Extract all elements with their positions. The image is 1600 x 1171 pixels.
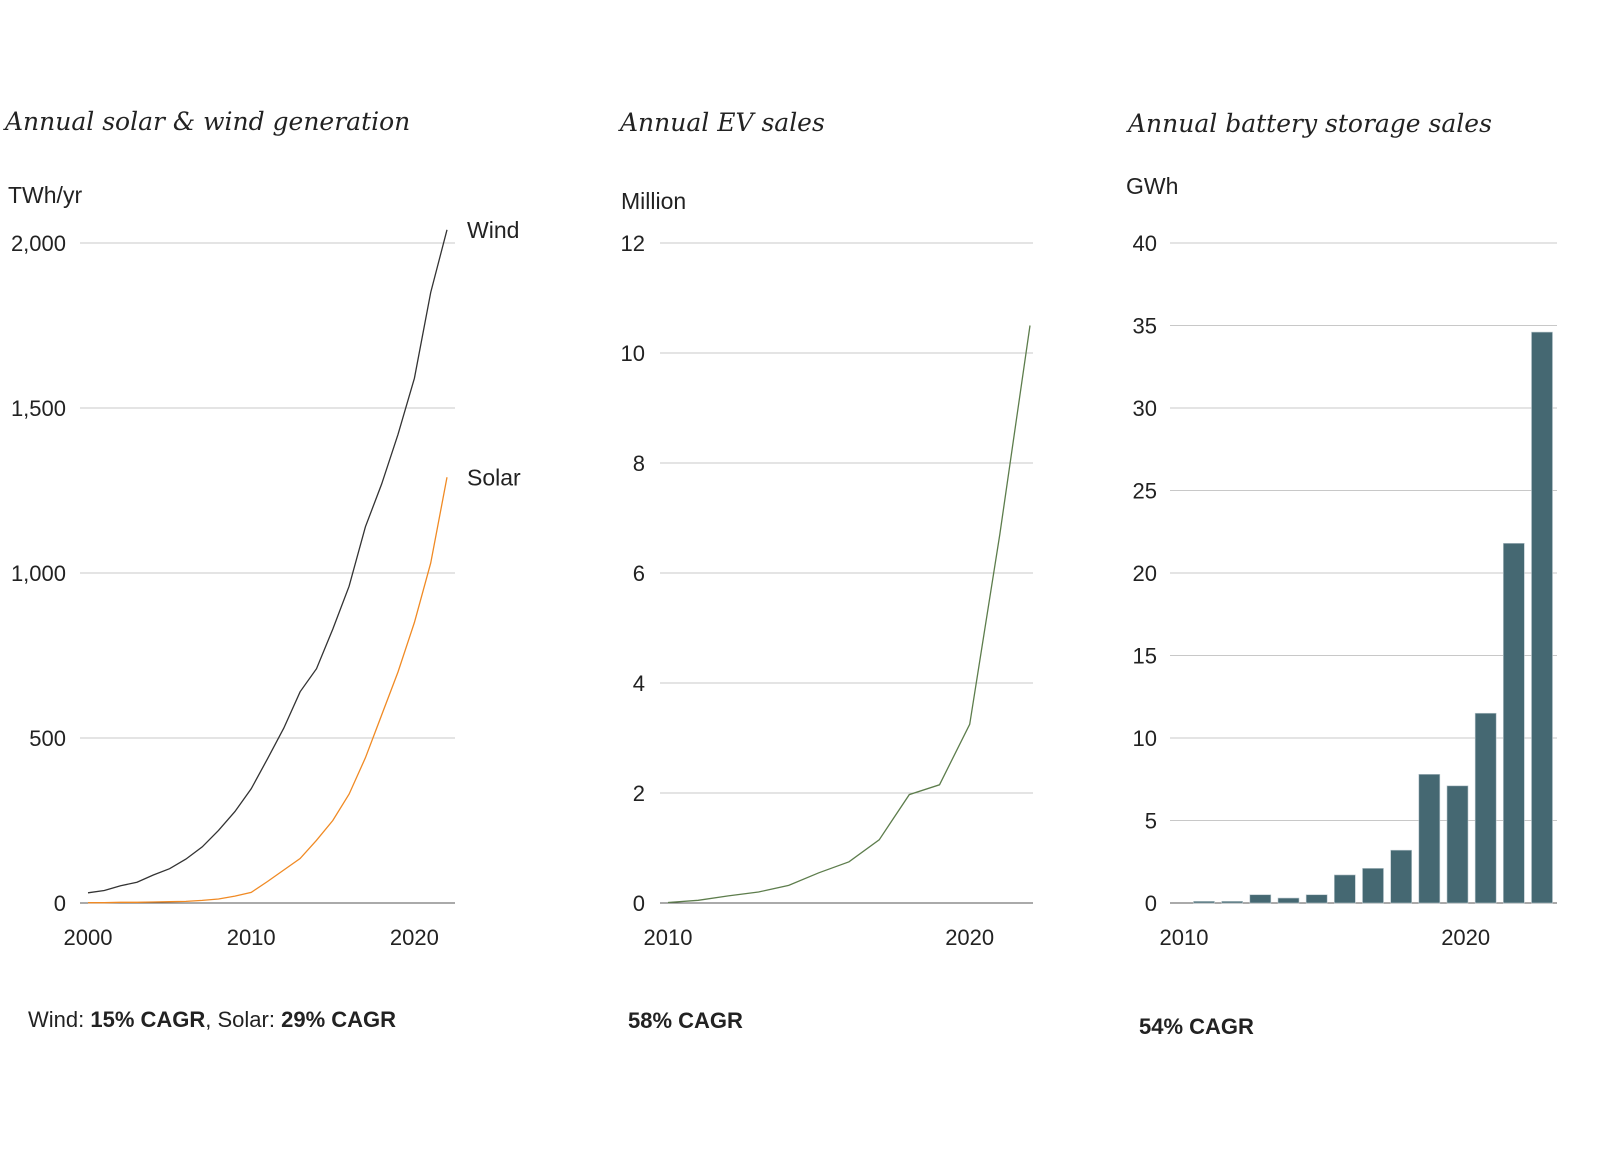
- chart-title: Annual solar & wind generation: [3, 107, 410, 136]
- bar-2018: [1418, 773, 1441, 904]
- bar-2010: [1193, 901, 1215, 904]
- bar-2019: [1446, 785, 1469, 904]
- y-axis-label: Million: [621, 188, 686, 214]
- bar-2017: [1390, 849, 1412, 904]
- x-tick-label: 2020: [390, 925, 439, 950]
- series-line-solar: [88, 477, 448, 904]
- x-tick-label: 2010: [644, 925, 693, 950]
- y-tick-label: 4: [633, 671, 645, 696]
- series-line-ev-sales: [667, 325, 1031, 904]
- bar-2022: [1531, 331, 1553, 904]
- y-tick-label: 12: [621, 231, 645, 256]
- chart-panel-1: Annual solar & wind generation TWh/yr 0 500…: [3, 107, 521, 1032]
- y-tick-label: 20: [1133, 561, 1157, 586]
- y-tick-label: 30: [1133, 396, 1157, 421]
- bar-2016: [1362, 868, 1384, 904]
- y-tick-label: 2,000: [11, 231, 66, 256]
- x-tick-label: 2020: [945, 925, 994, 950]
- cagr-footnote: Wind: 15% CAGR, Solar: 29% CAGR: [28, 1007, 396, 1032]
- x-tick-label: 2010: [227, 925, 276, 950]
- cagr-value: 15% CAGR: [90, 1007, 205, 1032]
- footnote-label: Wind:: [28, 1007, 90, 1032]
- bar-2021: [1503, 542, 1525, 904]
- footnote-label: , Solar:: [205, 1007, 281, 1032]
- bar-2015: [1334, 874, 1356, 904]
- chart-title: Annual battery storage sales: [1126, 109, 1492, 138]
- bar-2011: [1221, 901, 1243, 904]
- y-tick-label: 8: [633, 451, 645, 476]
- cagr-value: 54% CAGR: [1139, 1014, 1254, 1039]
- cagr-footnote: 54% CAGR: [1139, 1014, 1254, 1039]
- y-tick-label: 15: [1133, 644, 1157, 669]
- y-tick-label: 10: [1133, 726, 1157, 751]
- y-tick-label: 1,500: [11, 396, 66, 421]
- bar-2014: [1305, 894, 1328, 904]
- y-tick-label: 10: [621, 341, 645, 366]
- y-tick-label: 40: [1133, 231, 1157, 256]
- series-line-wind: [87, 229, 448, 894]
- y-tick-label: 5: [1145, 809, 1157, 834]
- y-tick-label: 500: [29, 726, 66, 751]
- y-tick-label: 35: [1133, 314, 1157, 339]
- y-axis-label: GWh: [1126, 173, 1178, 199]
- cagr-footnote: 58% CAGR: [628, 1008, 743, 1033]
- x-tick-label: 2020: [1441, 925, 1490, 950]
- chart-title: Annual EV sales: [618, 108, 825, 137]
- series-label: Solar: [467, 464, 521, 490]
- bar-2013: [1277, 897, 1300, 904]
- y-tick-label: 0: [633, 891, 645, 916]
- chart-panel-2: Annual EV sales Million 0 2 4 6 8 10 12 2010 2020 5…: [618, 108, 1033, 1033]
- y-tick-label: 2: [633, 781, 645, 806]
- series-label: Wind: [467, 217, 519, 243]
- y-tick-label: 6: [633, 561, 645, 586]
- y-tick-label: 1,000: [11, 561, 66, 586]
- y-tick-label: 25: [1133, 479, 1157, 504]
- x-tick-label: 2000: [64, 925, 113, 950]
- y-tick-label: 0: [54, 891, 66, 916]
- chart-panel-3: Annual battery storage salesGWh051015202…: [1126, 109, 1557, 1039]
- y-tick-label: 0: [1145, 891, 1157, 916]
- bar-2020: [1474, 712, 1497, 904]
- cagr-value: 29% CAGR: [281, 1007, 396, 1032]
- y-axis-label: TWh/yr: [8, 182, 82, 208]
- cagr-value: 58% CAGR: [628, 1008, 743, 1033]
- bar-2012: [1249, 894, 1272, 904]
- x-tick-label: 2010: [1160, 925, 1209, 950]
